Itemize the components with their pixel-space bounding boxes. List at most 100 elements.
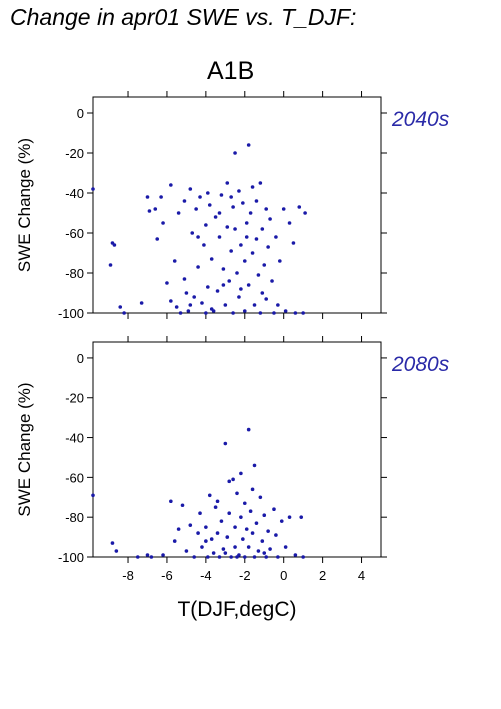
data-point (246, 545, 251, 549)
data-point (262, 513, 267, 517)
data-point (279, 519, 284, 523)
data-point (223, 441, 228, 446)
data-point (248, 509, 253, 514)
data-point (149, 555, 154, 559)
data-point (182, 277, 187, 281)
x-tick-label: -8 (122, 568, 134, 583)
data-point (274, 235, 278, 239)
data-point (293, 553, 298, 557)
data-point (188, 303, 193, 307)
x-tick-label: -2 (239, 568, 251, 583)
data-point (91, 493, 95, 498)
data-point (250, 487, 255, 492)
data-point (192, 555, 196, 559)
data-point (155, 237, 160, 241)
data-point (217, 235, 222, 239)
data-point (184, 291, 189, 295)
data-point (260, 227, 265, 231)
data-point (268, 217, 272, 221)
data-point (147, 209, 152, 213)
data-point (246, 143, 251, 147)
data-point (118, 305, 123, 309)
data-point (186, 309, 191, 313)
data-point (169, 183, 173, 187)
data-point (235, 555, 239, 559)
data-point (276, 555, 280, 559)
data-point (110, 541, 115, 545)
data-point (209, 537, 214, 541)
data-point (244, 527, 249, 531)
data-point (260, 291, 265, 295)
data-point (159, 195, 163, 199)
data-point (287, 221, 292, 225)
plot-frame (92, 341, 382, 558)
data-point (209, 257, 214, 261)
data-point (237, 189, 241, 193)
data-point (215, 499, 220, 504)
data-point (250, 251, 255, 255)
data-point (227, 511, 232, 516)
data-point (239, 243, 243, 247)
data-point (301, 311, 305, 315)
y-tick-label: -80 (65, 266, 84, 281)
data-point (135, 555, 140, 559)
data-point (139, 301, 144, 305)
data-point (256, 273, 261, 277)
data-point (233, 525, 237, 529)
data-point (223, 551, 228, 555)
y-tick-label: -20 (65, 391, 84, 406)
data-point (229, 249, 233, 253)
data-point (204, 539, 208, 543)
data-point (219, 193, 224, 197)
data-point (272, 507, 276, 512)
data-point (274, 533, 278, 537)
data-point (219, 519, 224, 523)
data-point (231, 205, 235, 209)
data-point (278, 259, 282, 263)
y-tick-label: -40 (65, 186, 84, 201)
data-point (250, 531, 255, 535)
data-point (233, 151, 237, 155)
data-point (176, 211, 181, 215)
data-point (182, 199, 187, 203)
data-point (204, 525, 208, 529)
data-point (207, 493, 212, 498)
x-tick-label: 0 (280, 568, 287, 583)
data-point (192, 295, 196, 299)
data-point (122, 311, 126, 315)
data-point (303, 211, 307, 215)
data-point (231, 477, 235, 482)
data-point (272, 311, 276, 315)
x-tick-label: 2 (319, 568, 326, 583)
period-label: 2080s (391, 353, 450, 376)
data-point (246, 427, 251, 432)
y-axis-title: SWE Change (%) (15, 138, 34, 272)
data-point (172, 259, 177, 263)
data-point (215, 289, 220, 293)
y-tick-label: -40 (65, 431, 84, 446)
data-point (227, 279, 232, 283)
data-point (221, 283, 226, 287)
data-point (281, 207, 286, 211)
data-point (266, 529, 270, 533)
data-point (184, 549, 189, 553)
y-tick-label: -100 (58, 550, 84, 565)
data-point (266, 245, 270, 249)
data-point (221, 547, 226, 551)
data-point (161, 221, 165, 225)
data-point (239, 471, 243, 476)
y-tick-label: -20 (65, 146, 84, 161)
data-point (225, 225, 230, 229)
data-point (153, 207, 158, 211)
data-point (221, 267, 226, 271)
data-point (264, 555, 268, 559)
data-point (256, 549, 261, 553)
data-point (202, 243, 206, 247)
data-point (225, 535, 230, 539)
data-point (233, 545, 237, 549)
data-point (145, 195, 150, 199)
data-point (196, 265, 200, 269)
panel-2040s: 0 -20 -40 -60 -80 -100 SWE Change (%) 2040s (15, 91, 450, 321)
